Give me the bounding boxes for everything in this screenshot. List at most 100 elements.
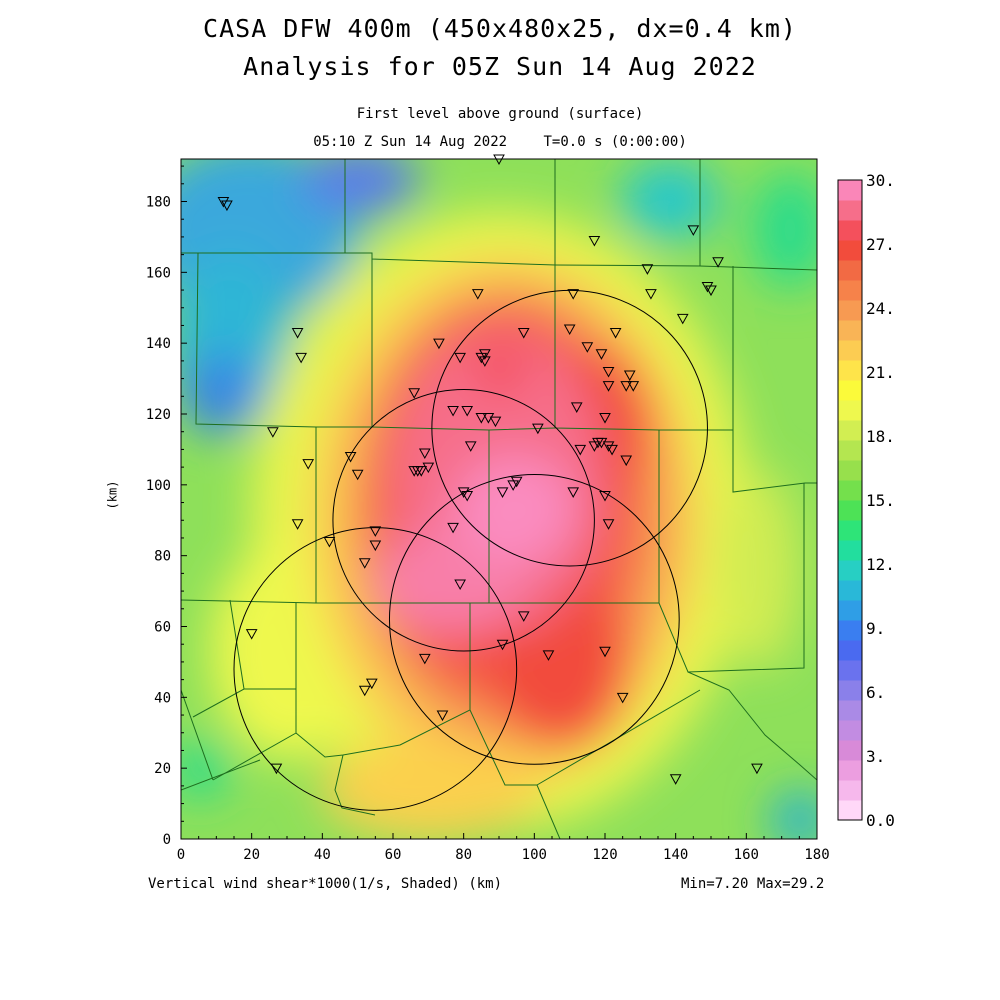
station-marker <box>302 459 315 470</box>
station-marker <box>517 611 530 622</box>
station-marker <box>344 452 357 463</box>
colorbar-segment <box>838 740 862 761</box>
level-label: First level above ground (surface) <box>356 106 644 122</box>
station-marker <box>433 338 445 350</box>
colorbar-label: 15. <box>866 491 895 510</box>
colorbar-label: 24. <box>866 299 895 318</box>
station-marker <box>351 469 364 481</box>
station-marker <box>496 639 509 651</box>
x-tick-label: 0 <box>177 847 185 863</box>
station-marker <box>461 405 474 417</box>
colorbar-segment <box>838 580 862 601</box>
station-marker <box>369 540 382 552</box>
station-marker <box>581 342 594 353</box>
station-marker <box>623 370 636 382</box>
county-boundaries <box>181 159 817 839</box>
min-max-label: Min=7.20 Max=29.2 <box>681 876 825 892</box>
station-marker <box>620 381 633 392</box>
x-tick-label: 140 <box>663 847 688 863</box>
colorbar-segment <box>838 340 862 361</box>
station-marker <box>454 352 466 364</box>
station-marker <box>599 413 611 424</box>
colorbar-label: 12. <box>866 555 895 574</box>
station-marker <box>461 490 474 502</box>
colorbar-segment <box>838 320 862 341</box>
plot-subtitle: Analysis for 05Z Sun 14 Aug 2022 <box>243 52 757 81</box>
colorbar-segment <box>838 520 862 541</box>
y-tick-label: 180 <box>146 195 171 211</box>
station-marker <box>574 444 587 456</box>
station-marker <box>496 487 509 498</box>
station-marker <box>641 264 654 275</box>
colorbar-segment <box>838 400 862 421</box>
colorbar-segment <box>838 440 862 461</box>
y-tick-label: 160 <box>146 265 171 281</box>
station-marker <box>517 328 530 339</box>
valid-time: 05:10 Z Sun 14 Aug 2022 <box>313 134 508 150</box>
station-marker <box>418 448 431 459</box>
colorbar-segment <box>838 460 862 481</box>
radar-ring <box>233 527 518 811</box>
station-marker <box>479 349 491 360</box>
colorbar-segment <box>838 640 862 661</box>
colorbar: 30. 27. 24. 21. 18. 15. 12. 9. 6. 3. 0.0 <box>837 171 895 830</box>
station-marker <box>567 289 580 300</box>
colorbar-segment <box>838 420 862 441</box>
station-marker <box>620 455 633 467</box>
station-marker <box>454 579 466 591</box>
station-marker <box>365 678 378 690</box>
colorbar-segment <box>838 700 862 721</box>
station-marker <box>471 289 484 300</box>
station-marker <box>358 685 371 697</box>
x-tick-label: 20 <box>243 847 260 863</box>
y-tick-label: 20 <box>154 761 171 777</box>
x-tick-label: 60 <box>385 847 402 863</box>
y-tick-label: 80 <box>154 549 171 565</box>
colorbar-segment <box>838 500 862 521</box>
station-marker <box>567 487 580 498</box>
colorbar-segment <box>838 200 862 221</box>
y-tick-label: 120 <box>146 407 171 423</box>
colorbar-segment <box>838 720 862 741</box>
station-marker <box>507 480 519 491</box>
station-marker <box>447 405 459 417</box>
station-marker <box>408 388 421 399</box>
station-marker <box>475 413 488 424</box>
station-marker <box>358 558 371 569</box>
station-marker <box>751 763 763 775</box>
colorbar-segment <box>838 560 862 581</box>
station-marker <box>245 629 258 640</box>
colorbar-label: 30. <box>866 171 895 190</box>
station-marker <box>602 367 615 378</box>
colorbar-segment <box>838 300 862 321</box>
colorbar-label: 18. <box>866 427 895 446</box>
radar-range-rings <box>233 289 708 811</box>
x-axis: 0 20 40 60 80 100 120 140 160 180 <box>177 833 830 863</box>
station-marker <box>510 476 523 488</box>
station-marker <box>570 402 583 413</box>
station-marker <box>291 328 304 339</box>
x-tick-label: 80 <box>455 847 472 863</box>
station-marker <box>295 352 307 364</box>
station-marker <box>369 526 382 537</box>
station-marker <box>609 328 622 339</box>
colorbar-label: 0.0 <box>866 811 895 830</box>
station-marker <box>602 519 615 530</box>
colorbar-label: 9. <box>866 619 885 638</box>
x-tick-label: 160 <box>734 847 759 863</box>
station-marker <box>457 487 470 498</box>
colorbar-segment <box>838 540 862 561</box>
station-marker <box>645 289 657 300</box>
x-axis-unit: (km) <box>468 876 503 892</box>
station-marker <box>701 282 714 293</box>
station-marker <box>595 349 608 360</box>
x-tick-label: 180 <box>804 847 829 863</box>
colorbar-segment <box>838 660 862 681</box>
station-marker <box>464 441 477 452</box>
station-markers <box>217 154 763 785</box>
colorbar-segment <box>838 180 862 201</box>
station-marker <box>217 197 230 208</box>
colorbar-label: 6. <box>866 683 885 702</box>
station-marker <box>270 763 283 775</box>
